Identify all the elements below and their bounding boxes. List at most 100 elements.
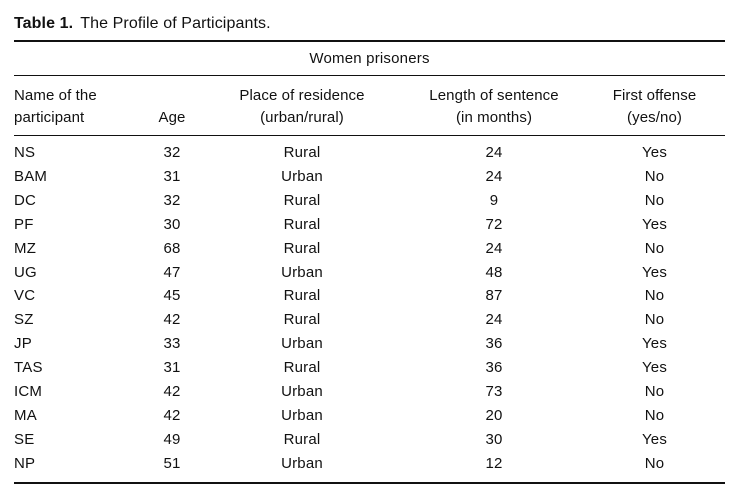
cell-residence: Rural (283, 430, 321, 448)
column-header-line: Place of residence (239, 87, 365, 104)
cell-sentence: 72 (485, 215, 503, 233)
column-header-name: Name of the participant (14, 75, 144, 136)
cell-name: NP (14, 454, 36, 472)
cell-first-offense: No (644, 311, 665, 329)
cell-age: 30 (163, 215, 181, 233)
table-row: ICM 42 Urban 73 No (14, 380, 725, 404)
cell-age: 42 (163, 383, 181, 401)
cell-first-offense: No (644, 406, 665, 424)
cell-sentence: 24 (485, 144, 503, 161)
cell-residence: Urban (281, 167, 323, 185)
cell-first-offense: Yes (641, 263, 668, 281)
cell-residence: Urban (281, 383, 323, 401)
cell-name: VC (14, 287, 36, 305)
cell-first-offense: No (644, 383, 665, 401)
cell-first-offense: No (644, 454, 665, 472)
table-head: Women prisoners Name of the participant … (14, 41, 726, 136)
column-header-line: Name of the (14, 87, 97, 104)
cell-residence: Rural (283, 359, 321, 377)
cell-name: SE (14, 430, 35, 448)
cell-residence: Rural (283, 144, 321, 161)
cell-name: DC (14, 191, 37, 209)
column-header-first-offense: First offense (yes/no) (584, 75, 726, 136)
cell-residence: Urban (281, 454, 323, 472)
column-header-line: Length of sentence (429, 87, 559, 104)
cell-name: TAS (14, 359, 43, 377)
spanner-row: Women prisoners (14, 41, 726, 76)
column-header-row: Name of the participant Age Place of res… (14, 75, 726, 136)
cell-sentence: 48 (485, 263, 503, 281)
cell-name: UG (14, 263, 37, 281)
cell-age: 42 (163, 406, 181, 424)
participants-table: Women prisoners Name of the participant … (14, 40, 726, 484)
cell-age: 32 (163, 144, 181, 161)
cell-name: SZ (14, 311, 34, 329)
cell-sentence: 87 (485, 287, 503, 305)
table-row: VC 45 Rural 87 No (14, 284, 725, 308)
table-row: JP 33 Urban 36 Yes (14, 332, 725, 356)
cell-name: MZ (14, 239, 37, 257)
cell-first-offense: No (644, 191, 665, 209)
cell-first-offense: No (644, 287, 665, 305)
spanner-header: Women prisoners (14, 41, 726, 76)
table-row: DC 32 Rural 9 No (14, 189, 725, 213)
table-row: SE 49 Rural 30 Yes (14, 428, 725, 452)
cell-sentence: 24 (485, 311, 503, 329)
column-header-line: (yes/no) (627, 109, 683, 126)
cell-name: PF (14, 215, 34, 233)
cell-residence: Rural (283, 191, 321, 209)
cell-sentence: 73 (485, 383, 503, 401)
table-body: NS 32 Rural 24 Yes BAM 31 Urban 24 No DC 32 Rural 9 No… (14, 136, 725, 483)
table-row: BAM 31 Urban 24 No (14, 165, 725, 189)
table-row: MA 42 Urban 20 No (14, 404, 725, 428)
cell-age: 45 (163, 287, 181, 305)
table-caption: The Profile of Participants. (80, 15, 271, 32)
cell-sentence: 24 (485, 239, 503, 257)
table-number: Table 1. (14, 15, 74, 32)
cell-age: 33 (163, 335, 181, 353)
cell-name: JP (14, 335, 32, 353)
column-header-line: participant (14, 109, 85, 126)
cell-sentence: 9 (489, 191, 499, 209)
cell-residence: Urban (281, 263, 323, 281)
cell-age: 51 (163, 454, 181, 472)
cell-name: BAM (14, 167, 48, 185)
column-header-sentence: Length of sentence (in months) (404, 75, 584, 136)
cell-sentence: 20 (485, 406, 503, 424)
table-row: TAS 31 Rural 36 Yes (14, 356, 725, 380)
cell-sentence: 30 (485, 430, 503, 448)
cell-age: 32 (163, 191, 181, 209)
cell-age: 31 (163, 167, 181, 185)
column-header-line: First offense (612, 87, 697, 104)
cell-first-offense: Yes (641, 335, 668, 353)
table-row: PF 30 Rural 72 Yes (14, 213, 725, 237)
column-header-line: (urban/rural) (260, 109, 344, 126)
cell-residence: Urban (281, 406, 323, 424)
cell-age: 47 (163, 263, 181, 281)
cell-name: NS (14, 144, 36, 161)
cell-first-offense: No (644, 239, 665, 257)
cell-name: ICM (14, 383, 43, 401)
table-row: NS 32 Rural 24 Yes (14, 136, 725, 165)
cell-first-offense: Yes (641, 144, 668, 161)
cell-sentence: 36 (485, 335, 503, 353)
cell-sentence: 24 (485, 167, 503, 185)
cell-residence: Rural (283, 239, 321, 257)
cell-sentence: 36 (485, 359, 503, 377)
table-row: NP 51 Urban 12 No (14, 452, 725, 483)
table-title: Table 1. The Profile of Participants. (14, 13, 725, 34)
table-row: UG 47 Urban 48 Yes (14, 261, 725, 285)
column-header-line: Age (158, 109, 186, 126)
cell-age: 42 (163, 311, 181, 329)
cell-sentence: 12 (485, 454, 503, 472)
cell-first-offense: Yes (641, 430, 668, 448)
column-header-residence: Place of residence (urban/rural) (200, 75, 404, 136)
column-header-age: Age (144, 75, 200, 136)
cell-residence: Rural (283, 287, 321, 305)
cell-first-offense: Yes (641, 359, 668, 377)
cell-residence: Urban (281, 335, 323, 353)
cell-first-offense: Yes (641, 215, 668, 233)
cell-residence: Rural (283, 311, 321, 329)
table-row: SZ 42 Rural 24 No (14, 308, 725, 332)
cell-age: 49 (163, 430, 181, 448)
